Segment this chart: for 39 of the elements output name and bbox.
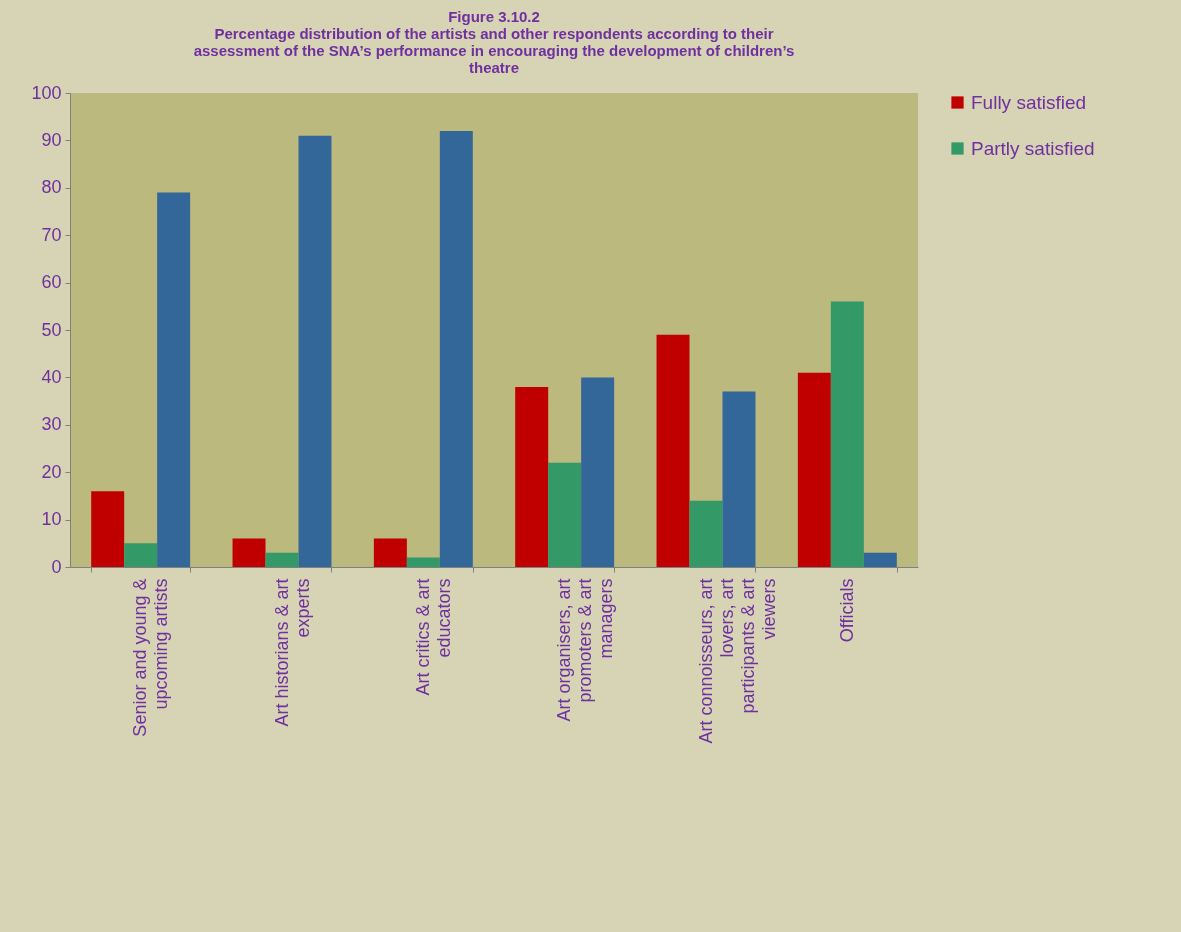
bar (157, 192, 191, 567)
bar (656, 334, 690, 567)
x-tick-label: Art organisers, art promoters & art managers (554, 578, 617, 722)
bar (797, 372, 831, 567)
bar (298, 135, 332, 567)
bar (406, 557, 440, 567)
y-tick-label: 80 (41, 177, 62, 198)
bar (232, 538, 266, 567)
x-tick-label: Art critics & art educators (412, 578, 454, 696)
bar (373, 538, 407, 567)
y-tick-label: 60 (41, 272, 62, 293)
bar (689, 500, 723, 567)
y-tick-label: 20 (41, 461, 62, 482)
bar (722, 391, 756, 567)
x-tick-label: Art historians & art experts (271, 578, 313, 727)
bar (548, 462, 582, 567)
bar (91, 491, 125, 567)
legend-label: Partly satisfied (971, 137, 1095, 159)
bar (265, 552, 299, 567)
chart-title: Figure 3.10.2 (448, 8, 540, 25)
chart-subtitle: Percentage distribution of the artists and other respondents according to their assessment of the SNA’s performance in encouraging the development of children’s theatre (193, 25, 795, 76)
x-tick-label: Art connoisseurs, art lovers, art participants & art viewers (695, 578, 779, 744)
bar (439, 130, 473, 567)
y-tick-label: 30 (41, 414, 62, 435)
bar (863, 552, 897, 567)
y-tick-label: 50 (41, 319, 62, 340)
x-tick-label: Officials (836, 578, 857, 643)
bar (830, 301, 864, 567)
bar (515, 386, 549, 567)
y-tick-label: 10 (41, 509, 62, 530)
bar (124, 543, 158, 567)
legend-label: Fully satisfied (971, 91, 1087, 113)
bar (581, 377, 615, 567)
y-tick-label: 70 (41, 224, 62, 245)
y-tick-label: 0 (51, 556, 62, 577)
x-tick-label: Senior and young & upcoming artists (130, 578, 172, 737)
y-tick-label: 90 (41, 129, 62, 150)
y-tick-label: 40 (41, 366, 62, 387)
y-tick-label: 100 (31, 82, 62, 103)
